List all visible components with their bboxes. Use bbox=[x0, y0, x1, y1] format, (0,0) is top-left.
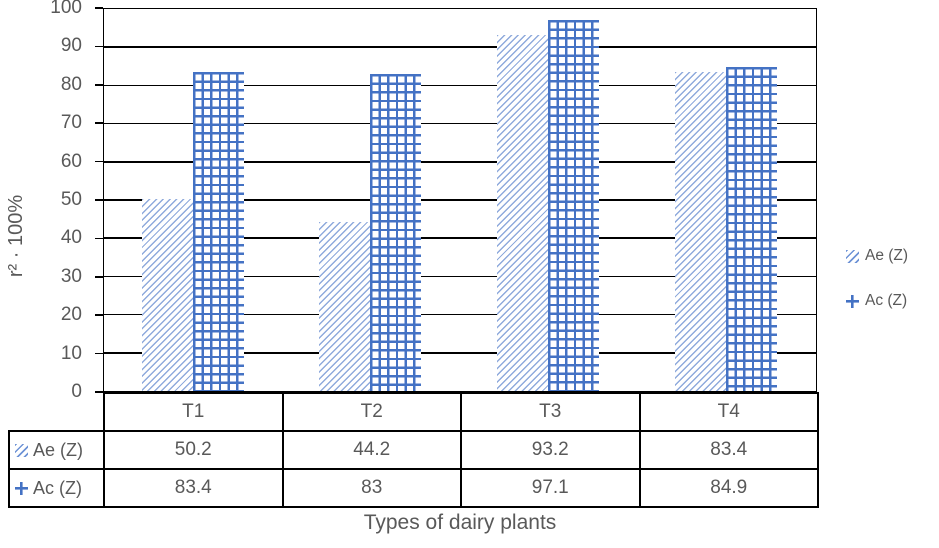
value-cell: 44.2 bbox=[281, 430, 462, 470]
category-header-cell: T3 bbox=[460, 392, 641, 432]
x-axis-title: Types of dairy plants bbox=[363, 511, 557, 534]
bar-ac-z-t4 bbox=[725, 66, 777, 391]
category-header-cell: T1 bbox=[103, 392, 284, 432]
gridline bbox=[104, 161, 816, 163]
gridline bbox=[104, 275, 816, 278]
y-tick-label: 60 bbox=[60, 150, 82, 172]
value-cell: 83 bbox=[281, 468, 462, 508]
bar-ae-z-t3 bbox=[497, 34, 548, 391]
y-tick bbox=[95, 45, 103, 48]
gridline bbox=[104, 199, 816, 201]
gridline bbox=[104, 84, 816, 87]
value-cell: 93.2 bbox=[460, 430, 641, 470]
y-tick bbox=[95, 237, 103, 240]
data-table: T1 T2 T3 T4 Ae (Z) 50.2 44.2 93.2 83.4 Ac (Z) 83.4… bbox=[8, 392, 819, 508]
y-tick bbox=[95, 122, 103, 124]
plot-area bbox=[103, 8, 817, 392]
gridline bbox=[104, 237, 816, 239]
y-tick-label: 40 bbox=[60, 227, 82, 249]
value-cell: 50.2 bbox=[103, 430, 284, 470]
table-header-row: T1 T2 T3 T4 bbox=[9, 392, 819, 432]
gridline bbox=[104, 122, 816, 125]
gridline bbox=[104, 46, 816, 48]
y-tick bbox=[95, 84, 103, 86]
y-tick-label: 0 bbox=[71, 381, 82, 402]
data-table-grid: T1 T2 T3 T4 Ae (Z) 50.2 44.2 93.2 83.4 Ac (Z) 83.4… bbox=[8, 392, 819, 508]
series-label-cell: Ac (Z) bbox=[8, 468, 105, 508]
y-tick-label: 80 bbox=[60, 73, 82, 95]
table-series-row: Ac (Z) 83.4 83 97.1 84.9 bbox=[8, 468, 819, 508]
cross-hatch-marker-icon bbox=[15, 481, 28, 495]
table-corner-cell bbox=[9, 393, 104, 431]
value-cell: 97.1 bbox=[460, 468, 641, 508]
y-tick-label: 100 bbox=[50, 0, 82, 18]
series-label-cell: Ae (Z) bbox=[8, 430, 105, 470]
bar-ac-z-t1 bbox=[192, 72, 244, 391]
gridline bbox=[104, 352, 816, 354]
bar-ae-z-t1 bbox=[141, 199, 193, 391]
y-tick-label: 50 bbox=[60, 189, 82, 210]
legend-item: Ac (Z) bbox=[846, 289, 908, 313]
cross-hatch-marker-icon bbox=[846, 294, 859, 308]
bar-ac-z-t2 bbox=[370, 73, 422, 391]
y-tick bbox=[95, 391, 103, 393]
series-name: Ac (Z) bbox=[33, 477, 82, 498]
diagonal-hatch-marker-icon bbox=[846, 249, 859, 263]
bar-ae-z-t2 bbox=[319, 222, 371, 391]
y-tick bbox=[95, 276, 103, 278]
category-header-cell: T2 bbox=[281, 392, 462, 432]
legend-label: Ae (Z) bbox=[865, 247, 909, 264]
diagonal-hatch-marker-icon bbox=[15, 443, 28, 457]
bar-ac-z-t3 bbox=[548, 20, 599, 391]
series-name: Ae (Z) bbox=[33, 439, 84, 460]
value-cell: 83.4 bbox=[103, 468, 284, 508]
legend: Ae (Z) Ac (Z) bbox=[846, 244, 908, 334]
gridline bbox=[104, 313, 816, 316]
value-cell: 83.4 bbox=[638, 430, 819, 470]
y-tick bbox=[95, 7, 103, 9]
value-cell: 84.9 bbox=[638, 468, 819, 508]
y-tick bbox=[95, 314, 103, 316]
y-tick-label: 20 bbox=[60, 304, 82, 326]
legend-label: Ac (Z) bbox=[865, 292, 908, 309]
y-tick bbox=[95, 160, 103, 163]
plot-inner bbox=[104, 9, 816, 391]
y-tick-label: 30 bbox=[60, 265, 82, 287]
y-tick-label: 70 bbox=[60, 112, 82, 134]
y-tick bbox=[95, 199, 103, 201]
y-tick-label: 90 bbox=[60, 35, 82, 57]
table-series-row: Ae (Z) 50.2 44.2 93.2 83.4 bbox=[8, 430, 819, 470]
y-tick bbox=[95, 352, 103, 355]
y-tick-label: 10 bbox=[60, 342, 82, 364]
legend-item: Ae (Z) bbox=[846, 244, 908, 268]
bar-ae-z-t4 bbox=[674, 72, 726, 391]
category-header-cell: T4 bbox=[638, 392, 819, 432]
